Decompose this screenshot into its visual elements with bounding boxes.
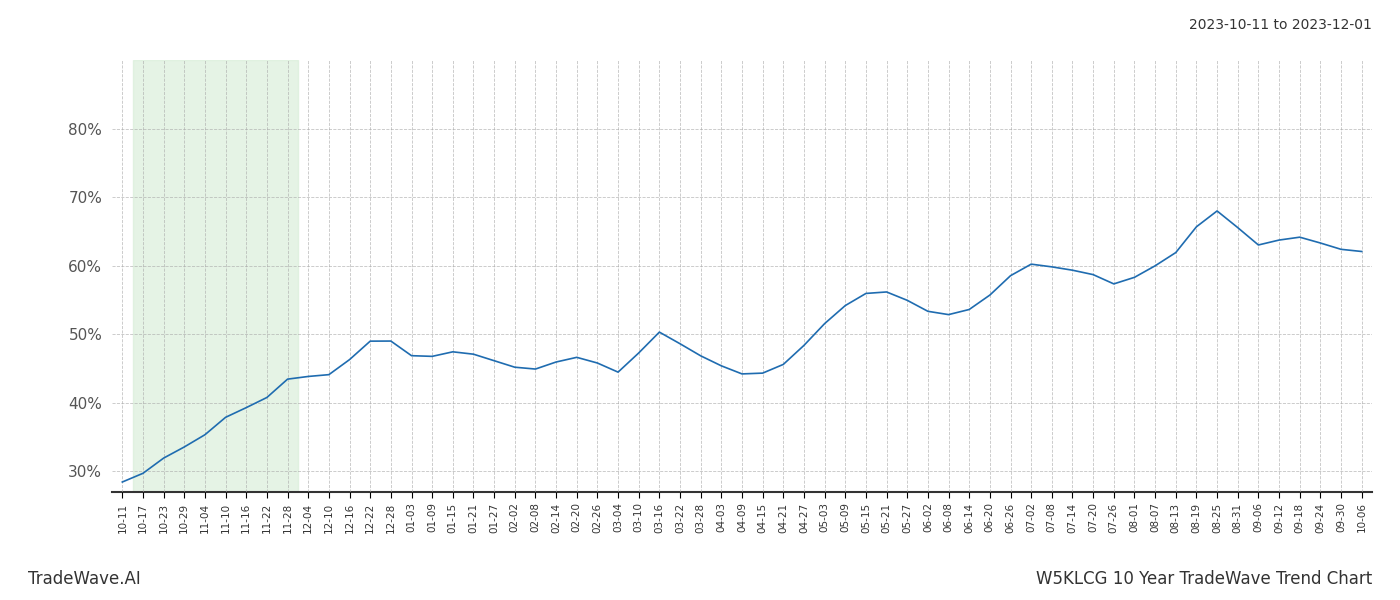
Text: TradeWave.AI: TradeWave.AI xyxy=(28,570,141,588)
Text: W5KLCG 10 Year TradeWave Trend Chart: W5KLCG 10 Year TradeWave Trend Chart xyxy=(1036,570,1372,588)
Bar xyxy=(133,60,298,492)
Text: 2023-10-11 to 2023-12-01: 2023-10-11 to 2023-12-01 xyxy=(1189,18,1372,32)
